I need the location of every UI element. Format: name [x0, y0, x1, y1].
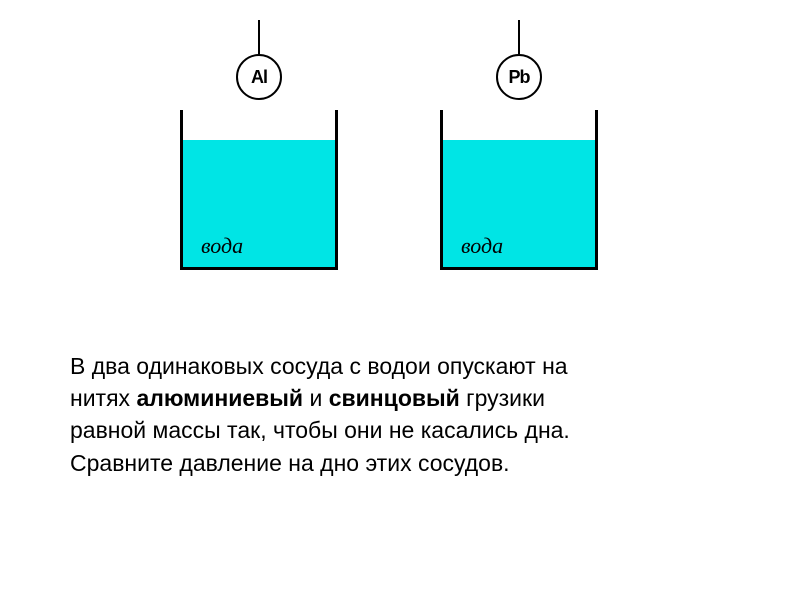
ball-aluminum: Al	[236, 54, 282, 100]
text-line2c: грузики	[460, 385, 545, 411]
problem-text: В два одинаковых сосуда с водои опускают…	[70, 350, 730, 479]
thread-left	[258, 20, 260, 54]
text-line1: В два одинаковых сосуда с водои опускают…	[70, 353, 568, 379]
material-2: свинцовый	[329, 385, 460, 411]
vessel-wall	[180, 110, 183, 270]
text-line2b: и	[303, 385, 329, 411]
material-1: алюминиевый	[136, 385, 303, 411]
water-label-right: вода	[461, 233, 503, 259]
vessel-bottom	[180, 267, 338, 270]
text-line4: Сравните давление на дно этих сосудов.	[70, 450, 510, 476]
water-right: вода	[443, 140, 595, 267]
thread-right	[518, 20, 520, 54]
water-left: вода	[183, 140, 335, 267]
ball-lead: Pb	[496, 54, 542, 100]
vessel-wall	[440, 110, 443, 270]
vessel-bottom	[440, 267, 598, 270]
vessel-wall	[595, 110, 598, 270]
vessel-left: вода	[180, 110, 338, 270]
text-line2a: нитях	[70, 385, 136, 411]
text-line3: равной массы так, чтобы они не касались …	[70, 417, 570, 443]
water-label-left: вода	[201, 233, 243, 259]
ball-label-al: Al	[251, 67, 267, 88]
vessel-wall	[335, 110, 338, 270]
ball-label-pb: Pb	[508, 67, 529, 88]
diagram-container: Al вода Pb вода	[180, 20, 620, 280]
vessel-right: вода	[440, 110, 598, 270]
